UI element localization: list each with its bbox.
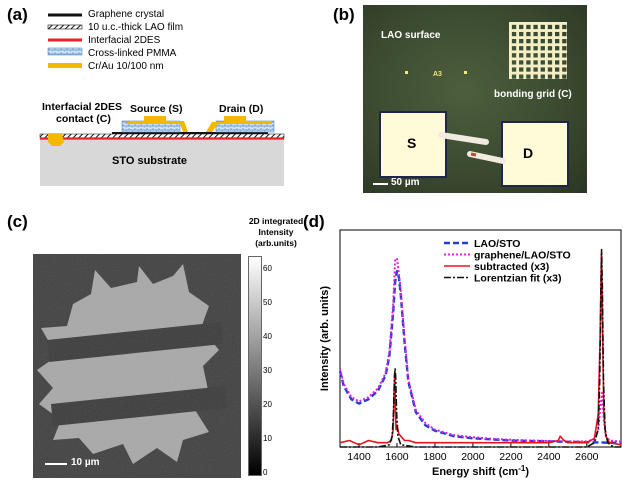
pmma-swatch bbox=[47, 47, 83, 56]
bonding-grid bbox=[509, 22, 567, 79]
source-label: Source (S) bbox=[130, 103, 183, 115]
drain-label: Drain (D) bbox=[219, 103, 264, 115]
colorbar-tick: 30 bbox=[263, 366, 272, 375]
legend-lao: 10 u.c.-thick LAO film bbox=[88, 22, 184, 33]
contact-label-2: contact (C) bbox=[56, 113, 111, 125]
raman-spectra-chart: 1400 1600 1800 2000 2200 2400 2600 LAO/STOgraph… bbox=[319, 229, 622, 479]
electrode-leads bbox=[438, 132, 506, 164]
colorbar-tick: 40 bbox=[263, 332, 272, 341]
lao-swatch bbox=[47, 24, 83, 30]
panel-d-label: (d) bbox=[303, 212, 325, 231]
x-axis-label: Energy shift (cm-1) bbox=[432, 464, 529, 479]
colorbar-title: 2D integrated Intensity (arb.units) bbox=[244, 216, 308, 249]
alignment-mark bbox=[405, 71, 408, 74]
panel-c-label: (c) bbox=[7, 212, 28, 231]
series-line-3 bbox=[340, 248, 621, 448]
x-tick-label: 1600 bbox=[385, 451, 409, 463]
legend-graphene: Graphene crystal bbox=[88, 9, 165, 20]
colorbar-title-line-2: Intensity bbox=[258, 227, 294, 237]
lao-layer bbox=[39, 133, 285, 139]
source-metal bbox=[124, 116, 188, 132]
legend-label-3: Lorentzian fit (x3) bbox=[474, 273, 562, 285]
series-line-0 bbox=[338, 270, 621, 444]
sto-substrate bbox=[40, 138, 284, 186]
pad-d-label: D bbox=[523, 145, 534, 161]
legend-swatches bbox=[47, 13, 83, 68]
scale-bar bbox=[45, 463, 67, 465]
optical-micrograph: LAO surface A3 bonding grid (C) S D 50 µ… bbox=[363, 5, 587, 193]
colorbar-tick: 0 bbox=[263, 468, 268, 477]
x-tick-label: 2400 bbox=[537, 451, 561, 463]
legend-label-0: LAO/STO bbox=[474, 238, 520, 250]
metal-swatch bbox=[48, 63, 82, 68]
alignment-mark bbox=[464, 71, 467, 74]
x-tick-label: 2600 bbox=[575, 451, 599, 463]
colorbar-tick: 10 bbox=[263, 434, 272, 443]
series-line-2 bbox=[339, 253, 622, 446]
drain-metal bbox=[206, 116, 272, 132]
x-tick-label: 1800 bbox=[423, 451, 447, 463]
panel-a-label: (a) bbox=[7, 5, 28, 24]
colorbar-title-line-1: 2D integrated bbox=[248, 216, 304, 226]
scale-bar bbox=[373, 183, 388, 185]
legend-2des: Interfacial 2DES bbox=[88, 35, 161, 46]
raman-map bbox=[33, 254, 241, 478]
pad-source: S bbox=[379, 111, 447, 178]
lao-surface-label: LAO surface bbox=[381, 30, 441, 41]
colorbar-tick: 50 bbox=[263, 298, 272, 307]
legend-label-1: graphene/LAO/STO bbox=[474, 250, 571, 262]
colorbar-tick: 60 bbox=[263, 264, 272, 273]
legend-label-2: subtracted (x3) bbox=[474, 261, 549, 273]
legend-metal: Cr/Au 10/100 nm bbox=[88, 61, 164, 72]
pad-drain: D bbox=[501, 121, 569, 187]
y-axis-label: Intensity (arb. units) bbox=[319, 286, 331, 391]
map-noise bbox=[33, 254, 241, 478]
plot-frame bbox=[339, 229, 622, 448]
contact-label: Interfacial 2DES bbox=[42, 101, 122, 113]
marker-label: A3 bbox=[433, 71, 442, 78]
colorbar-title-line-3: (arb.units) bbox=[255, 238, 297, 248]
panel-b-label: (b) bbox=[333, 5, 355, 24]
device-cross-section bbox=[39, 116, 285, 186]
substrate-label: STO substrate bbox=[112, 155, 187, 167]
scale-label: 50 µm bbox=[391, 177, 420, 188]
x-tick-label: 2200 bbox=[499, 451, 523, 463]
legend-pmma: Cross-linked PMMA bbox=[88, 48, 177, 59]
x-tick-label: 2000 bbox=[461, 451, 485, 463]
scale-label: 10 µm bbox=[71, 457, 100, 468]
contact-c-metal bbox=[48, 134, 64, 146]
colorbar-tick: 20 bbox=[263, 400, 272, 409]
pad-s-label: S bbox=[407, 135, 417, 151]
bonding-grid-label: bonding grid (C) bbox=[494, 89, 572, 100]
colorbar bbox=[248, 256, 262, 476]
x-tick-label: 1400 bbox=[347, 451, 371, 463]
